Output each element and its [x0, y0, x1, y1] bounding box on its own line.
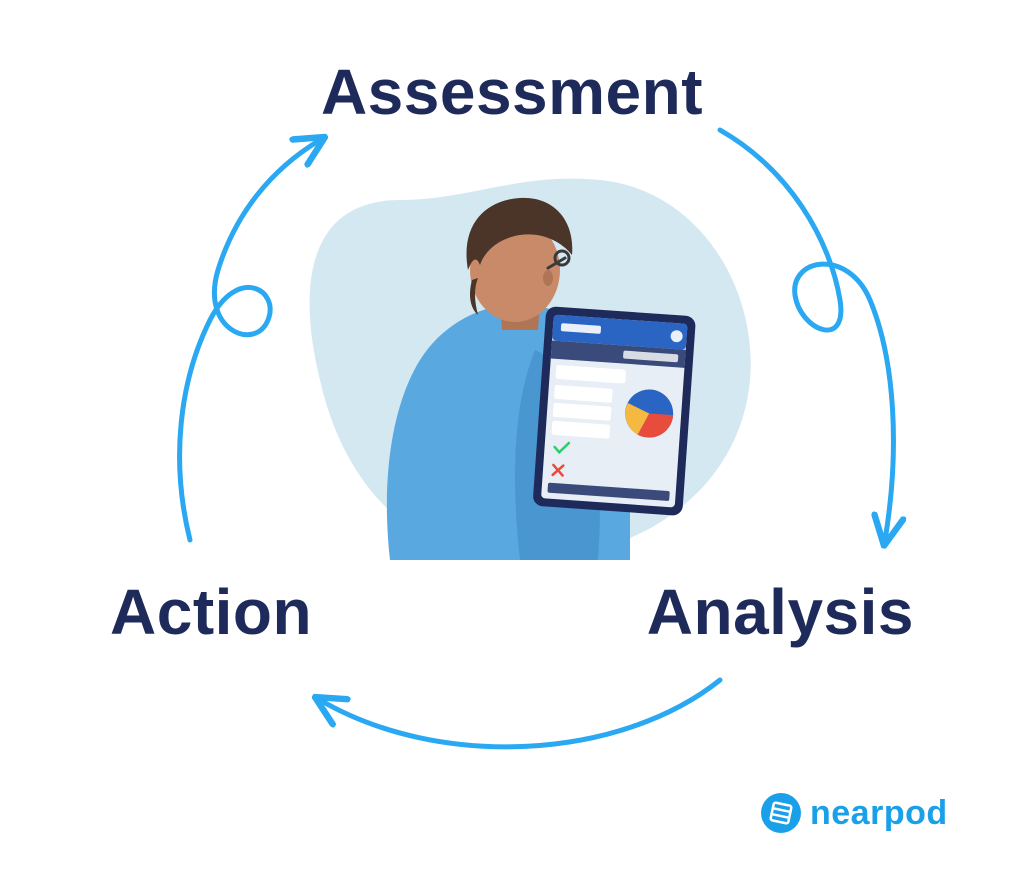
arrow-assessment-to-analysis [720, 130, 893, 540]
diagram-svg [0, 0, 1024, 870]
tablet [532, 306, 696, 516]
label-assessment: Assessment [0, 55, 1024, 129]
brand-text: nearpod [810, 794, 948, 833]
arrow-analysis-to-action [320, 680, 720, 747]
label-analysis-text: Analysis [647, 576, 914, 648]
label-action: Action [110, 575, 312, 649]
label-action-text: Action [110, 576, 312, 648]
arrow-action-to-assessment [180, 140, 320, 540]
center-illustration [387, 198, 696, 560]
brand-icon [760, 792, 802, 834]
diagram-stage: Assessment Analysis Action nearpod [0, 0, 1024, 870]
label-assessment-text: Assessment [321, 56, 703, 128]
blob-background [310, 179, 751, 560]
brand: nearpod [760, 792, 948, 834]
label-analysis: Analysis [647, 575, 914, 649]
